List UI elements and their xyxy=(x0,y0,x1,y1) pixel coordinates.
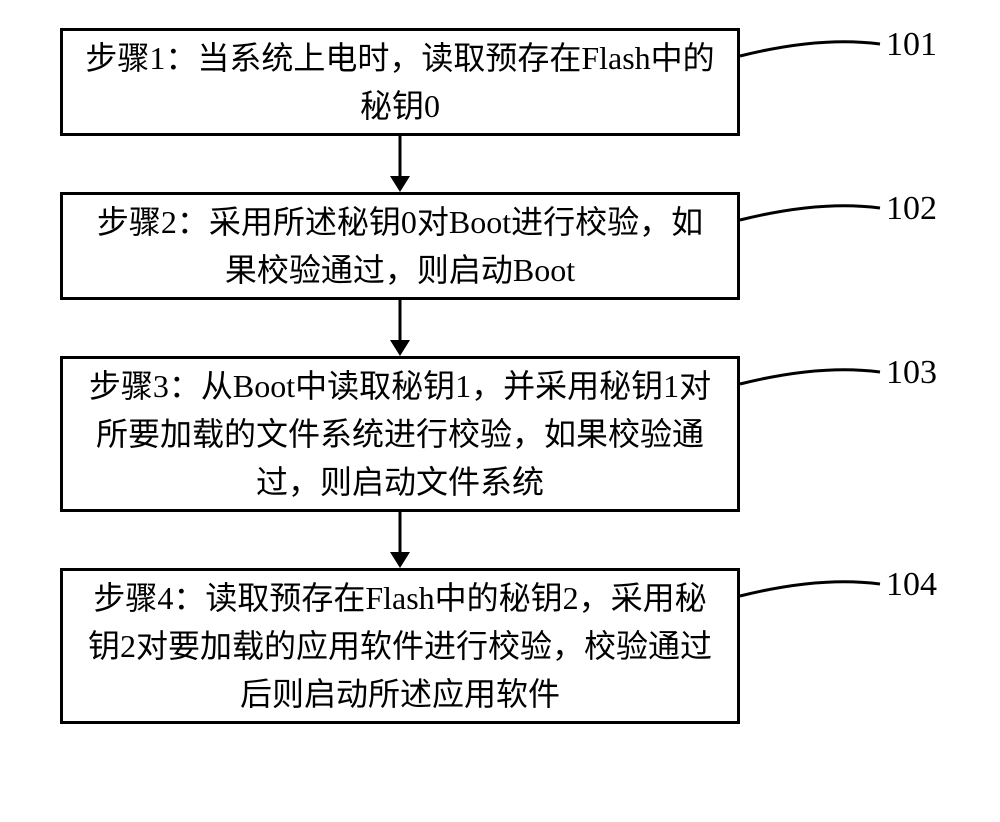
flowchart-canvas: 步骤1：当系统上电时，读取预存在Flash中的秘钥0101步骤2：采用所述秘钥0… xyxy=(0,0,1000,822)
flowchart-arrow-3 xyxy=(0,0,1000,822)
